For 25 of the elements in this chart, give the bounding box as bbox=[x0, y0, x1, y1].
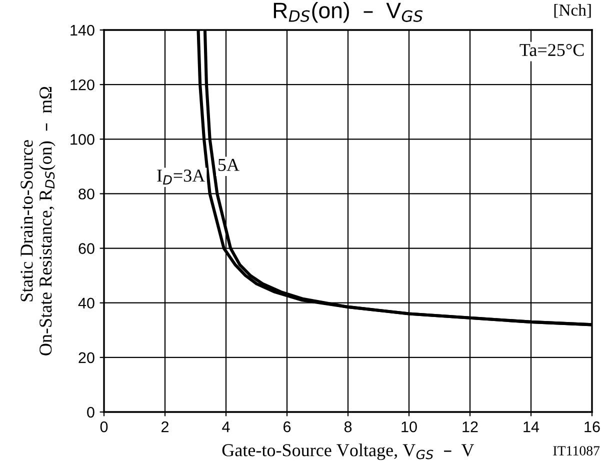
y-tick-label: 120 bbox=[70, 79, 94, 90]
y-tick-label: 0 bbox=[87, 406, 94, 418]
y-tick-label: 60 bbox=[78, 243, 94, 254]
text: IT11087 bbox=[553, 446, 600, 456]
chart-title: R$_{DS}$(on) – V$_{GS}$ bbox=[274, 2, 423, 23]
x-tick-label: 4 bbox=[222, 422, 230, 432]
y-tick-label: 20 bbox=[78, 352, 94, 364]
x-tick-label: 12 bbox=[462, 421, 478, 432]
y-axis-title: Static Drain-to-Source On-State Resistance, R$_{DS}$(on) – mΩ bbox=[20, 86, 56, 356]
x-tick-label: 0 bbox=[100, 421, 108, 432]
x-tick-label: 14 bbox=[524, 422, 540, 432]
x-tick-label: 8 bbox=[344, 421, 352, 432]
x-tick-label: 2 bbox=[162, 421, 168, 432]
series-label: I$_{D}$=3A bbox=[157, 170, 206, 185]
x-tick-label: 10 bbox=[402, 421, 417, 432]
text: [Nch] bbox=[554, 4, 591, 18]
y-tick-label: 140 bbox=[70, 24, 94, 36]
series-label: 5A bbox=[218, 158, 240, 171]
x-tick-label: 6 bbox=[284, 421, 291, 432]
y-tick-label: 80 bbox=[78, 188, 94, 200]
annotation: Ta=25°C bbox=[520, 44, 584, 56]
y-tick-label: 100 bbox=[70, 134, 94, 145]
y-tick-label: 40 bbox=[78, 298, 94, 309]
x-axis-title: Gate-to-Source Voltage, V$_{GS}$ – V bbox=[222, 444, 474, 460]
x-tick-label: 16 bbox=[584, 421, 600, 432]
